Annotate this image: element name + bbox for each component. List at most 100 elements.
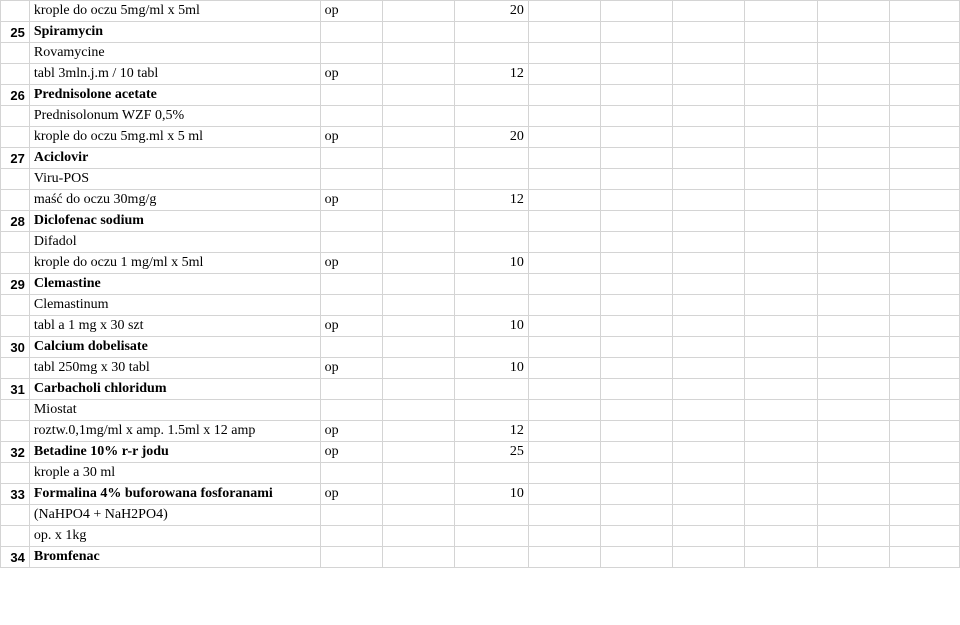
cell-blank: [601, 85, 673, 106]
cell-blank: [528, 547, 600, 568]
cell-blank: [745, 274, 817, 295]
cell-blank: [745, 148, 817, 169]
cell-blank: [889, 190, 959, 211]
cell-blank: [382, 379, 454, 400]
cell-blank: [382, 358, 454, 379]
cell-blank: [528, 463, 600, 484]
cell-blank: [889, 274, 959, 295]
cell-blank: [745, 106, 817, 127]
cell-blank: [817, 232, 889, 253]
cell-unit: op: [320, 64, 382, 85]
table-row: roztw.0,1mg/ml x amp. 1.5ml x 12 ampop12: [1, 421, 960, 442]
cell-blank: [528, 1, 600, 22]
cell-blank: [673, 295, 745, 316]
cell-blank: [528, 148, 600, 169]
cell-index: 28: [1, 211, 30, 232]
cell-index: [1, 1, 30, 22]
cell-name: Aciclovir: [29, 148, 320, 169]
cell-blank: [382, 316, 454, 337]
cell-blank: [745, 253, 817, 274]
cell-index: [1, 43, 30, 64]
cell-blank: [382, 43, 454, 64]
cell-name: Viru-POS: [29, 169, 320, 190]
cell-name: Betadine 10% r-r jodu: [29, 442, 320, 463]
cell-name: Clemastinum: [29, 295, 320, 316]
cell-blank: [673, 400, 745, 421]
cell-blank: [382, 421, 454, 442]
cell-blank: [528, 295, 600, 316]
cell-blank: [745, 22, 817, 43]
cell-blank: [889, 484, 959, 505]
cell-blank: [745, 64, 817, 85]
cell-blank: [382, 484, 454, 505]
cell-blank: [382, 85, 454, 106]
cell-blank: [817, 190, 889, 211]
cell-blank: [382, 547, 454, 568]
cell-blank: [601, 190, 673, 211]
cell-blank: [745, 232, 817, 253]
cell-unit: op: [320, 1, 382, 22]
cell-blank: [889, 463, 959, 484]
cell-blank: [745, 358, 817, 379]
table-row: 25Spiramycin: [1, 22, 960, 43]
cell-blank: [817, 1, 889, 22]
cell-blank: [889, 253, 959, 274]
cell-blank: [382, 505, 454, 526]
cell-unit: op: [320, 253, 382, 274]
cell-blank: [382, 295, 454, 316]
cell-blank: [528, 190, 600, 211]
cell-blank: [673, 421, 745, 442]
table-row: 26Prednisolone acetate: [1, 85, 960, 106]
cell-blank: [745, 463, 817, 484]
cell-qty: [454, 463, 528, 484]
cell-blank: [889, 526, 959, 547]
cell-blank: [745, 547, 817, 568]
table-row: krople do oczu 5mg/ml x 5mlop20: [1, 1, 960, 22]
cell-blank: [601, 526, 673, 547]
cell-qty: 20: [454, 1, 528, 22]
cell-index: 34: [1, 547, 30, 568]
cell-blank: [528, 22, 600, 43]
cell-unit: [320, 169, 382, 190]
cell-blank: [817, 505, 889, 526]
cell-blank: [673, 379, 745, 400]
cell-blank: [673, 85, 745, 106]
cell-blank: [382, 400, 454, 421]
cell-blank: [528, 43, 600, 64]
cell-blank: [817, 148, 889, 169]
cell-index: [1, 358, 30, 379]
cell-name: roztw.0,1mg/ml x amp. 1.5ml x 12 amp: [29, 421, 320, 442]
cell-blank: [673, 442, 745, 463]
cell-blank: [382, 64, 454, 85]
cell-index: [1, 295, 30, 316]
table-row: 34Bromfenac: [1, 547, 960, 568]
cell-qty: [454, 526, 528, 547]
cell-blank: [745, 295, 817, 316]
cell-blank: [889, 442, 959, 463]
table-row: Clemastinum: [1, 295, 960, 316]
cell-unit: op: [320, 484, 382, 505]
cell-blank: [601, 169, 673, 190]
cell-blank: [745, 211, 817, 232]
cell-qty: [454, 505, 528, 526]
cell-blank: [382, 106, 454, 127]
cell-blank: [817, 64, 889, 85]
cell-index: 31: [1, 379, 30, 400]
cell-index: [1, 505, 30, 526]
cell-name: Formalina 4% buforowana fosforanami: [29, 484, 320, 505]
cell-blank: [817, 127, 889, 148]
cell-blank: [382, 127, 454, 148]
cell-name: (NaHPO4 + NaH2PO4): [29, 505, 320, 526]
cell-blank: [528, 400, 600, 421]
cell-blank: [817, 22, 889, 43]
cell-blank: [817, 358, 889, 379]
table-row: 31Carbacholi chloridum: [1, 379, 960, 400]
cell-blank: [673, 211, 745, 232]
cell-unit: [320, 400, 382, 421]
cell-unit: [320, 148, 382, 169]
cell-blank: [745, 43, 817, 64]
cell-blank: [745, 400, 817, 421]
cell-name: tabl a 1 mg x 30 szt: [29, 316, 320, 337]
cell-blank: [817, 85, 889, 106]
cell-blank: [745, 1, 817, 22]
